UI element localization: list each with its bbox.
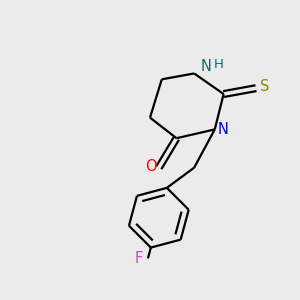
Text: O: O xyxy=(145,159,156,174)
Text: S: S xyxy=(260,79,269,94)
Text: N: N xyxy=(201,59,212,74)
Text: H: H xyxy=(214,58,224,71)
Text: N: N xyxy=(218,122,229,137)
Text: F: F xyxy=(135,251,143,266)
